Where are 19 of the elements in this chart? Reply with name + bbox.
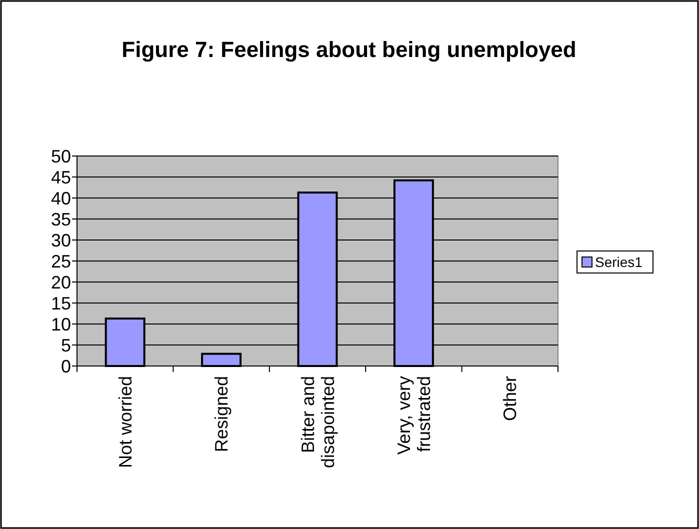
- y-tick-label: 10: [50, 314, 71, 334]
- y-tick-label: 15: [50, 293, 71, 314]
- y-tick-label: 5: [60, 335, 71, 356]
- x-tick-label: Bitter and disapointed: [298, 376, 338, 468]
- y-tick-label: 45: [50, 167, 71, 188]
- y-tick-label: 20: [50, 272, 71, 292]
- y-tick-label: 40: [50, 188, 71, 208]
- x-tick-label: Not worried: [115, 376, 136, 468]
- bar: [201, 352, 242, 367]
- chart-title: Figure 7: Feelings about being unemployed: [122, 37, 576, 62]
- x-tick-label: Other: [500, 376, 520, 422]
- x-tick-label: Very, very frustrated: [394, 376, 434, 455]
- x-tick-label: Resigned: [212, 376, 232, 452]
- y-tick-label: 0: [60, 356, 71, 376]
- y-tick-label: 35: [50, 209, 71, 230]
- y-tick-label: 50: [50, 146, 71, 166]
- legend-label: Series1: [595, 254, 643, 270]
- y-tick-label: 30: [50, 230, 71, 250]
- y-tick-label: 25: [50, 251, 71, 272]
